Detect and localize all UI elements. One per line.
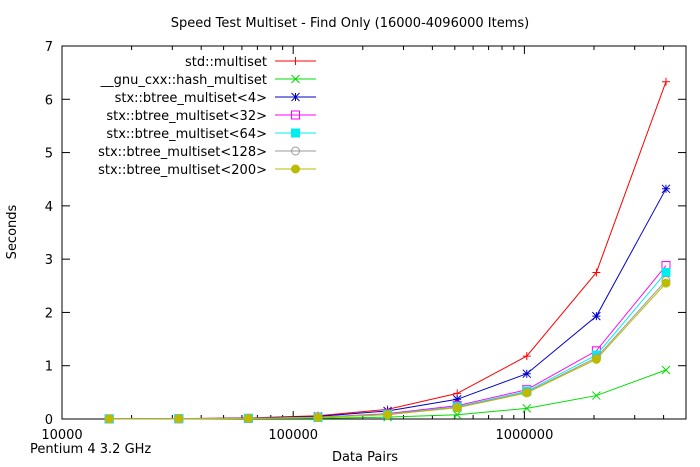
x-axis-label: Data Pairs: [332, 450, 398, 465]
legend-marker: [291, 146, 300, 156]
series-open-circle: [104, 275, 671, 424]
data-point: [592, 268, 601, 277]
y-tick-label: 3: [45, 253, 53, 268]
data-point: [661, 365, 671, 375]
series-line: [109, 272, 667, 420]
legend-item: stx::btree_multiset<200>: [98, 163, 316, 178]
axes: 0 1 2 3 4 5 6 7 10000 100000 1000000: [41, 40, 686, 443]
data-point: [592, 311, 601, 321]
data-point: [661, 267, 671, 277]
data-point: [522, 403, 532, 413]
legend-item: stx::btree_multiset<4>: [115, 91, 316, 106]
data-point: [383, 410, 393, 420]
legend-item: stx::btree_multiset<64>: [106, 127, 316, 142]
legend-marker: [291, 74, 300, 84]
data-point: [452, 410, 462, 420]
legend-marker: [291, 164, 300, 174]
chart-title: Speed Test Multiset - Find Only (16000-4…: [171, 16, 529, 31]
data-point: [313, 412, 323, 422]
y-axis-label: Seconds: [5, 204, 20, 259]
data-point: [661, 278, 671, 288]
legend-item: stx::btree_multiset<128>: [98, 145, 316, 160]
y-tick-label: 7: [45, 40, 53, 55]
legend-label: __gnu_cxx::hash_multiset: [100, 73, 267, 88]
legend-item: stx::btree_multiset<32>: [106, 109, 316, 124]
series-filled-circle: [104, 278, 671, 424]
x-tick-label: 10000: [41, 428, 82, 443]
y-tick-label: 2: [45, 306, 53, 321]
legend-marker: [291, 92, 300, 102]
data-point: [591, 354, 601, 364]
data-point: [174, 414, 184, 424]
y-tick-label: 6: [45, 93, 53, 108]
data-point: [592, 391, 601, 400]
series-filled-square: [104, 267, 671, 424]
x-tick-label: 1000000: [495, 428, 553, 443]
series-line: [109, 188, 667, 420]
data-point: [452, 394, 462, 404]
legend-label: stx::btree_multiset<4>: [115, 91, 267, 106]
legend: std::multiset__gnu_cxx::hash_multisetstx…: [98, 55, 316, 178]
legend-label: stx::btree_multiset<32>: [106, 109, 267, 124]
y-tick-label: 5: [45, 147, 53, 162]
data-point: [522, 388, 532, 398]
plot-frame: [61, 45, 687, 420]
data-point: [661, 184, 671, 194]
x-tick-label: 100000: [268, 428, 318, 443]
legend-marker: [291, 128, 300, 138]
series-star: [104, 184, 671, 424]
data-point: [452, 403, 462, 413]
legend-label: stx::btree_multiset<200>: [98, 163, 267, 178]
data-point: [522, 352, 531, 361]
y-tick-label: 1: [45, 360, 53, 375]
data-point: [661, 77, 670, 86]
footnote-cpu: Pentium 4 3.2 GHz: [30, 442, 151, 457]
data-point: [522, 369, 532, 379]
y-tick-label: 0: [45, 413, 53, 428]
legend-label: stx::btree_multiset<64>: [106, 127, 267, 142]
series-layer: [104, 77, 671, 424]
data-point: [243, 413, 253, 423]
legend-item: std::multiset: [185, 55, 316, 70]
legend-marker: [291, 110, 300, 120]
legend-item: __gnu_cxx::hash_multiset: [100, 73, 316, 88]
y-tick-label: 4: [45, 200, 53, 215]
legend-marker: [291, 57, 300, 65]
legend-label: std::multiset: [185, 55, 267, 70]
legend-label: stx::btree_multiset<128>: [98, 145, 267, 160]
data-point: [104, 414, 114, 424]
